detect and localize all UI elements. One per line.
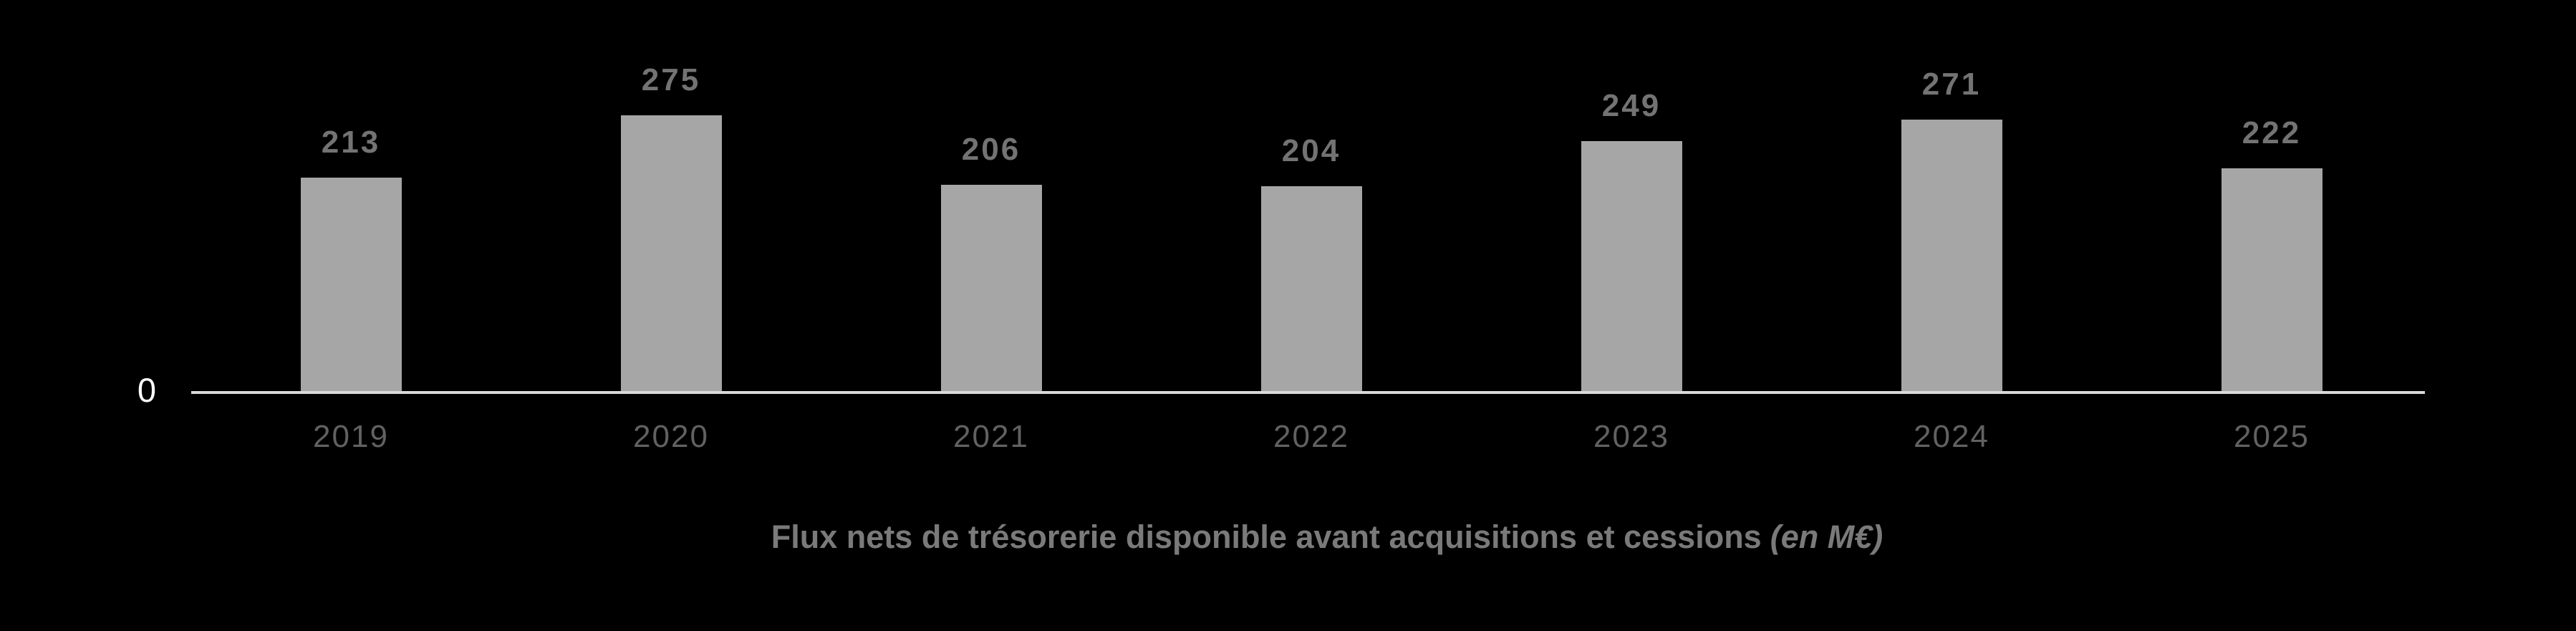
bar-value-label: 249 <box>1601 88 1661 123</box>
bar <box>1581 141 1682 391</box>
x-axis-tick-label: 2023 <box>1593 419 1669 454</box>
bar-value-label: 222 <box>2242 115 2302 150</box>
bar <box>940 185 1042 391</box>
bar-value-label: 213 <box>321 125 381 160</box>
bar-value-label: 204 <box>1281 133 1341 168</box>
chart-title: Flux nets de trésorerie disponible avant… <box>771 519 1883 555</box>
bar-value-label: 271 <box>1921 67 1982 102</box>
bar <box>300 178 402 391</box>
x-axis-tick-label: 2020 <box>633 419 709 454</box>
x-axis-line <box>191 391 2425 394</box>
chart-title-text: Flux nets de trésorerie disponible avant… <box>771 519 1762 555</box>
bar <box>620 115 722 391</box>
bar <box>1260 186 1362 391</box>
bar <box>2221 168 2322 391</box>
x-axis-tick-label: 2024 <box>1914 419 1989 454</box>
x-axis-tick-label: 2019 <box>313 419 389 454</box>
x-axis-tick-label: 2022 <box>1273 419 1349 454</box>
x-axis-tick-label: 2021 <box>953 419 1029 454</box>
y-axis-zero-label: 0 <box>137 371 157 409</box>
bar-value-label: 275 <box>641 62 701 97</box>
x-axis-tick-label: 2025 <box>2234 419 2310 454</box>
bar <box>1901 120 2002 391</box>
bar-value-label: 206 <box>961 132 1021 167</box>
chart-title-unit: (en M€) <box>1770 519 1883 555</box>
